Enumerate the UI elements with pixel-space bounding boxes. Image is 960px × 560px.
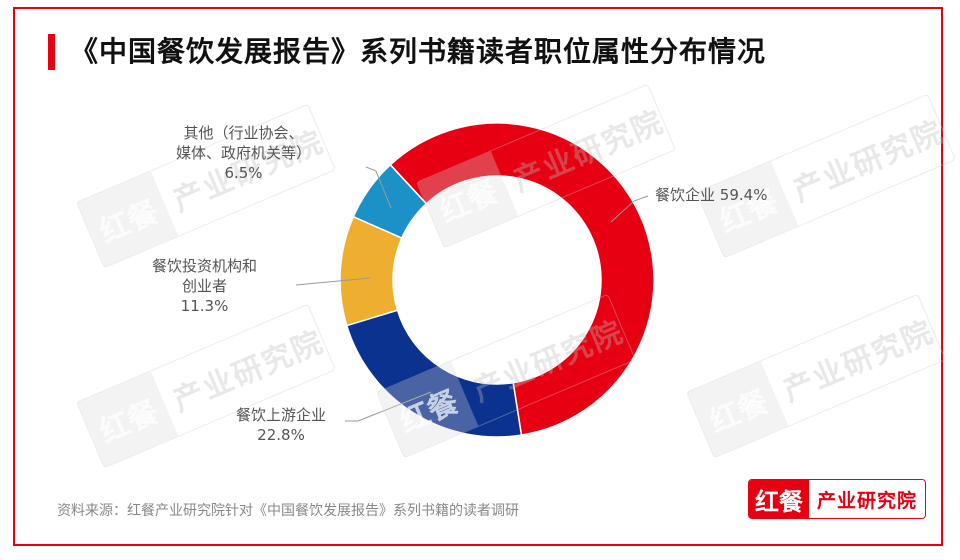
leader-lines [295,166,649,422]
label-investors: 餐饮投资机构和 创业者 11.3% [152,256,257,316]
leader-line-investors [295,277,371,286]
source-note: 资料来源：红餐产业研究院针对《中国餐饮发展报告》系列书籍的读者调研 [57,503,519,519]
donut-slices [339,122,655,438]
label-investors-line1: 餐饮投资机构和 [152,257,258,275]
title-accent-bar [48,34,55,70]
leader-line-upstream [345,391,432,422]
label-other-line1: 其他（行业协会、 [183,124,304,142]
leader-line-catering [610,195,649,223]
slice-other [352,163,428,240]
label-investors-value: 11.3% [180,297,229,315]
label-other: 其他（行业协会、 媒体、政府机关等） 6.5% [176,123,311,183]
label-catering: 餐饮企业 59.4% [655,185,767,205]
chart-title: 《中国餐饮发展报告》系列书籍读者职位属性分布情况 [70,35,767,68]
label-other-value: 6.5% [224,164,263,182]
label-catering-value: 59.4% [719,186,768,204]
chart-frame [13,7,943,546]
brand-logo-text: 产业研究院 [809,480,926,518]
slice-upstream [345,309,523,438]
label-upstream-name: 餐饮上游企业 [236,406,327,424]
label-investors-line2: 创业者 [182,277,228,295]
brand-logo: 红餐 产业研究院 [748,479,927,519]
label-upstream-value: 22.8% [257,426,305,444]
label-upstream: 餐饮上游企业 22.8% [236,405,326,445]
label-other-line2: 媒体、政府机关等） [176,144,312,162]
brand-logo-mark: 红餐 [749,480,809,518]
label-catering-name: 餐饮企业 [655,186,716,204]
leader-line-other [365,166,392,209]
slice-catering [389,122,655,436]
